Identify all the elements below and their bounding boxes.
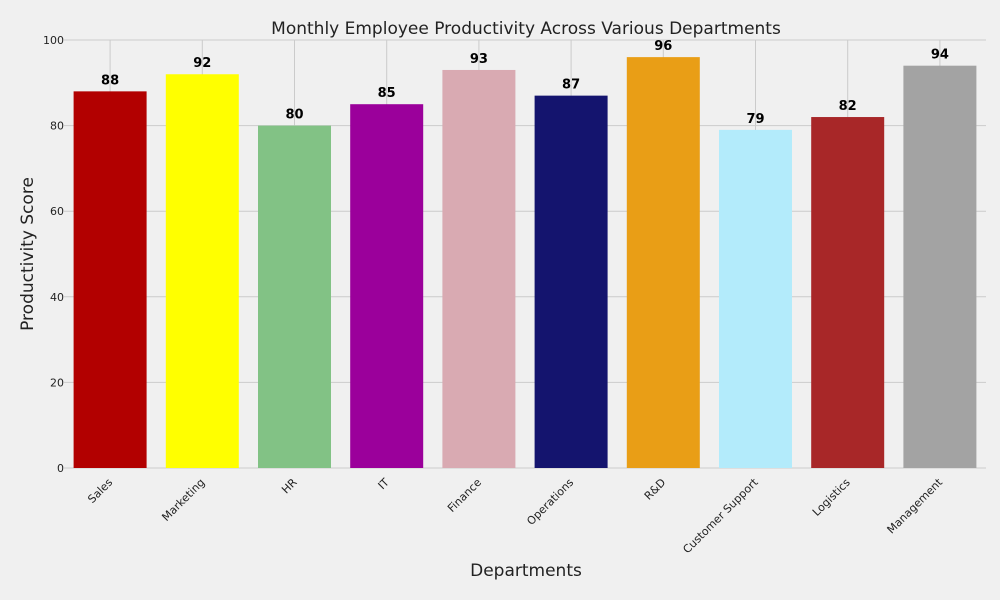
y-tick-label-60: 60 — [50, 205, 64, 218]
value-label-finance: 93 — [470, 52, 488, 67]
bar-it — [350, 104, 424, 468]
value-label-customer-support: 79 — [746, 112, 764, 127]
bar-operations — [534, 95, 608, 468]
bar-hr — [258, 125, 331, 468]
bar-logistics — [811, 117, 885, 468]
value-label-sales: 88 — [101, 73, 119, 88]
y-tick-label-100: 100 — [43, 34, 64, 47]
bar-sales — [73, 91, 147, 469]
x-axis-label: Departments — [470, 561, 582, 581]
value-label-operations: 87 — [562, 78, 580, 93]
bar-marketing — [165, 74, 239, 469]
value-label-logistics: 82 — [839, 99, 857, 114]
y-tick-label-40: 40 — [50, 291, 64, 304]
chart-title: Monthly Employee Productivity Across Var… — [271, 19, 781, 39]
y-axis-ticks: 0 20 40 60 80 100 — [43, 34, 64, 475]
y-tick-label-0: 0 — [57, 462, 64, 475]
value-label-marketing: 92 — [193, 56, 211, 71]
value-label-r-d: 96 — [654, 39, 672, 54]
value-label-it: 85 — [378, 86, 396, 101]
y-tick-label-20: 20 — [50, 376, 64, 389]
bar-finance — [442, 69, 516, 469]
y-axis-label: Productivity Score — [18, 177, 38, 331]
value-labels-layer: 88 92 80 85 93 87 96 79 82 94 — [101, 39, 949, 127]
bar-management — [903, 65, 977, 469]
value-label-management: 94 — [931, 48, 949, 63]
y-tick-label-80: 80 — [50, 120, 64, 133]
bars-layer — [73, 57, 977, 469]
value-label-hr: 80 — [285, 108, 303, 123]
bar-customer-support — [719, 129, 792, 468]
bar-r-d — [626, 57, 700, 469]
